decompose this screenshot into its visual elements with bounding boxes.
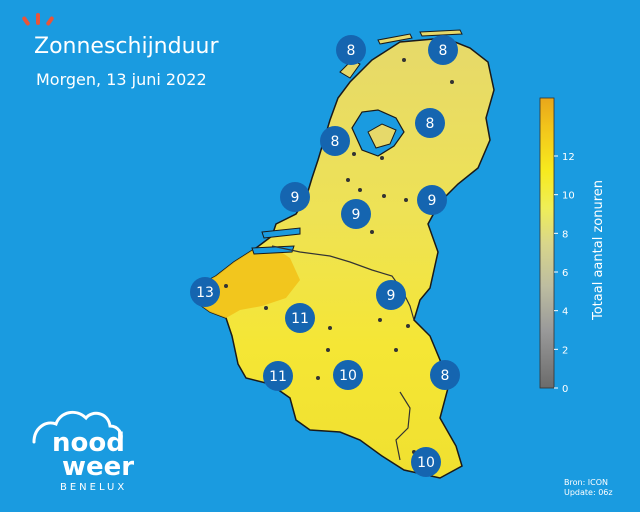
badge-circle — [336, 35, 366, 65]
source-line: Bron: ICON — [564, 478, 609, 487]
source-info: Bron: ICON Update: 06z — [564, 478, 613, 498]
badge-circle — [411, 447, 441, 477]
badge-value: 9 — [387, 288, 396, 304]
value-badge: 8 — [415, 108, 445, 138]
value-badge: 13 — [190, 277, 220, 307]
logo-word-1: nood — [52, 428, 125, 458]
badge-value: 10 — [417, 455, 435, 471]
update-line: Update: 06z — [564, 488, 613, 497]
value-badge: 8 — [336, 35, 366, 65]
noodweer-logo — [32, 410, 123, 444]
value-badge: 11 — [285, 303, 315, 333]
badge-circle — [376, 280, 406, 310]
value-badges: 8 8 8 8 9 9 9 13 9 11 11 10 8 10 — [190, 35, 460, 477]
colorbar-tick-label: 10 — [562, 191, 575, 202]
value-badge: 8 — [430, 360, 460, 390]
badge-circle — [285, 303, 315, 333]
colorbar-tick-label: 4 — [562, 307, 568, 318]
badge-value: 8 — [439, 43, 448, 59]
map-title: Zonneschijnduur — [34, 34, 219, 59]
nl-be-border — [271, 245, 415, 321]
value-badge: 9 — [280, 182, 310, 212]
badge-circle — [415, 108, 445, 138]
colorbar: 0 2 4 6 8 10 12 Totaal aantal zonuren — [539, 97, 606, 395]
zeeland-estuaries — [251, 227, 301, 255]
badge-circle — [428, 35, 458, 65]
logo-subtitle: BENELUX — [60, 482, 128, 493]
logo-word-2: weer — [62, 452, 135, 482]
colorbar-title: Totaal aantal zonuren — [591, 180, 606, 321]
badge-value: 13 — [196, 285, 214, 301]
badge-value: 10 — [339, 368, 357, 384]
land-area — [193, 37, 495, 479]
value-badge: 10 — [333, 360, 363, 390]
value-badge: 9 — [376, 280, 406, 310]
value-badge: 11 — [263, 361, 293, 391]
be-lu-border — [395, 391, 411, 461]
value-badge: 10 — [411, 447, 441, 477]
value-badge: 8 — [428, 35, 458, 65]
badge-circle — [280, 182, 310, 212]
badge-circle — [430, 360, 460, 390]
badge-value: 11 — [269, 369, 287, 385]
badge-circle — [417, 185, 447, 215]
map-subtitle: Morgen, 13 juni 2022 — [36, 70, 207, 89]
badge-value: 11 — [291, 311, 309, 327]
colorbar-tick-label: 8 — [562, 229, 568, 240]
sunny-coast-zone — [194, 246, 300, 318]
flevoland — [367, 123, 397, 149]
badge-value: 9 — [352, 207, 361, 223]
badge-value: 9 — [428, 193, 437, 209]
value-badge: 9 — [417, 185, 447, 215]
badge-value: 9 — [291, 190, 300, 206]
value-badge: 8 — [320, 126, 350, 156]
badge-circle — [333, 360, 363, 390]
colorbar-fill — [539, 97, 555, 389]
sun-icon — [22, 13, 54, 26]
badge-value: 8 — [426, 116, 435, 132]
badge-circle — [190, 277, 220, 307]
colorbar-tick-label: 6 — [562, 268, 568, 279]
colorbar-tick-label: 0 — [562, 384, 568, 395]
colorbar-tick-label: 2 — [562, 345, 568, 356]
badge-value: 8 — [331, 134, 340, 150]
badge-value: 8 — [441, 368, 450, 384]
badge-circle — [320, 126, 350, 156]
badge-circle — [263, 361, 293, 391]
colorbar-tick-label: 12 — [562, 152, 575, 163]
value-badge: 9 — [341, 199, 371, 229]
badge-circle — [341, 199, 371, 229]
badge-value: 8 — [347, 43, 356, 59]
